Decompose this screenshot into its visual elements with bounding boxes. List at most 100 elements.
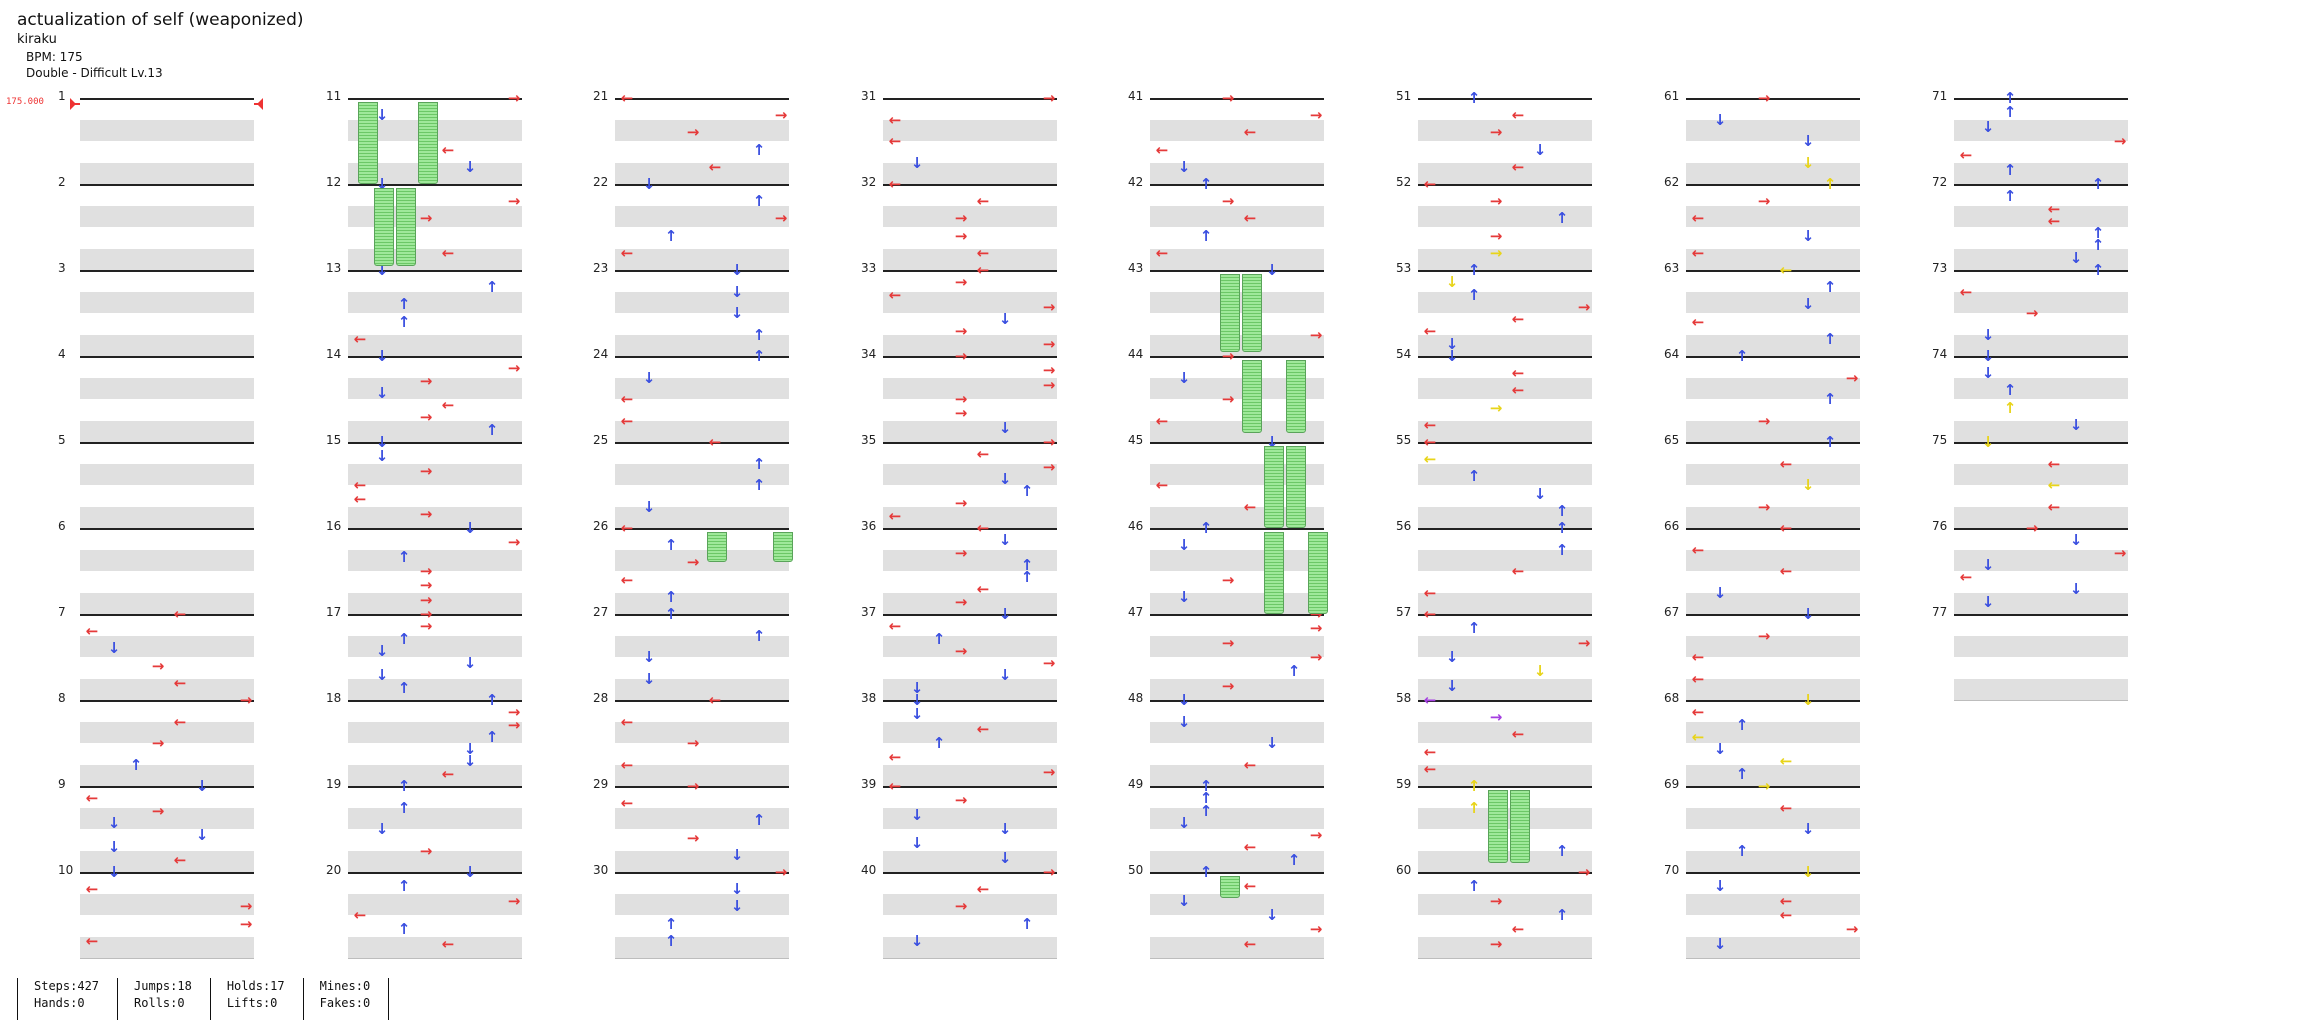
beat-row bbox=[348, 764, 522, 787]
step-arrow: → bbox=[1221, 390, 1235, 408]
beat-row bbox=[80, 592, 254, 615]
step-arrow: ↓ bbox=[730, 282, 744, 301]
step-arrow: ← bbox=[976, 519, 990, 537]
beat-row bbox=[348, 442, 522, 464]
step-arrow: ↑ bbox=[752, 476, 766, 494]
step-arrow: ↓ bbox=[1981, 364, 1995, 383]
measure-number: 9 bbox=[58, 777, 66, 791]
step-arrow: ↓ bbox=[463, 654, 477, 673]
step-arrow: → bbox=[1309, 826, 1323, 845]
step-arrow: ← bbox=[1779, 906, 1793, 924]
step-arrow: → bbox=[954, 641, 968, 660]
beat-row bbox=[883, 356, 1057, 378]
step-arrow: ↓ bbox=[463, 519, 477, 537]
beat-row bbox=[1150, 205, 1324, 228]
step-arrow: ← bbox=[1779, 261, 1793, 279]
beat-row bbox=[348, 506, 522, 529]
measure-number: 67 bbox=[1664, 605, 1680, 619]
step-arrow: ↑ bbox=[664, 226, 678, 245]
beat-row bbox=[883, 98, 1057, 120]
step-arrow: ↑ bbox=[1555, 209, 1569, 228]
step-arrow: ← bbox=[173, 712, 187, 731]
step-arrow: ↑ bbox=[2091, 175, 2105, 193]
step-arrow: → bbox=[507, 533, 521, 552]
step-arrow: ↑ bbox=[397, 678, 411, 697]
beat-row bbox=[1418, 356, 1592, 378]
step-arrow: ↑ bbox=[1735, 764, 1749, 783]
step-arrow: ↓ bbox=[1177, 587, 1191, 606]
measure-line bbox=[615, 184, 789, 186]
beat-row bbox=[1150, 98, 1324, 120]
measure-number: 11 bbox=[326, 89, 342, 103]
step-arrow: ← bbox=[2047, 497, 2061, 516]
beat-row bbox=[615, 786, 789, 808]
beat-row bbox=[80, 377, 254, 400]
step-arrow: ← bbox=[85, 931, 99, 950]
beat-row bbox=[883, 141, 1057, 163]
measure-line bbox=[80, 184, 254, 186]
beat-row bbox=[1150, 829, 1324, 851]
step-arrow: ↑ bbox=[1199, 789, 1213, 808]
step-arrow: ← bbox=[1243, 838, 1257, 857]
measure-number: 63 bbox=[1664, 261, 1680, 275]
beat-row bbox=[348, 850, 522, 873]
beat-row bbox=[1686, 98, 1860, 120]
beat-row bbox=[615, 936, 789, 959]
step-arrow: ↑ bbox=[2091, 224, 2105, 243]
beat-row bbox=[1418, 700, 1592, 722]
measure-number: 25 bbox=[593, 433, 609, 447]
step-arrow: ↑ bbox=[397, 295, 411, 314]
step-arrow: → bbox=[1042, 863, 1056, 881]
step-arrow: ↑ bbox=[752, 454, 766, 473]
step-arrow: ↑ bbox=[1467, 777, 1481, 795]
hold-note bbox=[1264, 446, 1284, 528]
step-arrow: ↑ bbox=[752, 325, 766, 344]
step-arrow: ← bbox=[888, 506, 902, 525]
measure-line bbox=[348, 614, 522, 616]
beat-row bbox=[1150, 936, 1324, 959]
step-arrow: ↑ bbox=[1555, 841, 1569, 860]
beat-row bbox=[1686, 506, 1860, 529]
measure-line bbox=[1954, 270, 2128, 272]
step-arrow: → bbox=[2025, 304, 2039, 322]
step-arrow: ← bbox=[620, 519, 634, 537]
beat-row bbox=[1686, 850, 1860, 873]
step-arrow: ← bbox=[85, 789, 99, 808]
step-arrow: → bbox=[954, 897, 968, 916]
beat-row bbox=[1418, 98, 1592, 120]
chart-columns: 1234567←←↓→←8→←→↑9↓←→↓↓↓←10↓←→→←11→↓→←↓1… bbox=[58, 89, 2128, 959]
beat-row bbox=[1954, 291, 2128, 314]
step-arrow: ↓ bbox=[910, 705, 924, 724]
step-arrow: ↓ bbox=[375, 261, 389, 279]
step-arrow: ↓ bbox=[730, 304, 744, 322]
step-arrow: ← bbox=[1779, 562, 1793, 580]
beat-row bbox=[348, 657, 522, 679]
beat-row bbox=[1418, 764, 1592, 787]
measure-number: 61 bbox=[1664, 89, 1680, 103]
step-arrow: ↑ bbox=[1735, 715, 1749, 734]
step-arrow: ← bbox=[173, 605, 187, 623]
beat-row bbox=[615, 614, 789, 636]
step-arrow: ← bbox=[1511, 157, 1525, 176]
measure-number: 22 bbox=[593, 175, 609, 189]
beat-row bbox=[1954, 227, 2128, 249]
beat-row bbox=[883, 205, 1057, 228]
beat-row bbox=[1150, 635, 1324, 658]
step-arrow: ↑ bbox=[932, 734, 946, 752]
beat-row bbox=[883, 270, 1057, 292]
measure-number: 28 bbox=[593, 691, 609, 705]
beat-row bbox=[615, 270, 789, 292]
stat-holds: Holds:17 bbox=[226, 979, 285, 993]
step-arrow: ↑ bbox=[397, 629, 411, 648]
beat-row bbox=[1954, 657, 2128, 679]
step-arrow: ↓ bbox=[1445, 676, 1459, 695]
step-arrow: ↑ bbox=[664, 587, 678, 606]
beat-row bbox=[615, 141, 789, 163]
beat-row bbox=[1954, 141, 2128, 163]
step-arrow: ← bbox=[1423, 433, 1437, 451]
step-arrow: ↓ bbox=[463, 863, 477, 881]
hold-note bbox=[707, 532, 727, 563]
beat-row bbox=[1954, 678, 2128, 701]
beat-row bbox=[80, 485, 254, 507]
beat-row bbox=[1686, 678, 1860, 701]
